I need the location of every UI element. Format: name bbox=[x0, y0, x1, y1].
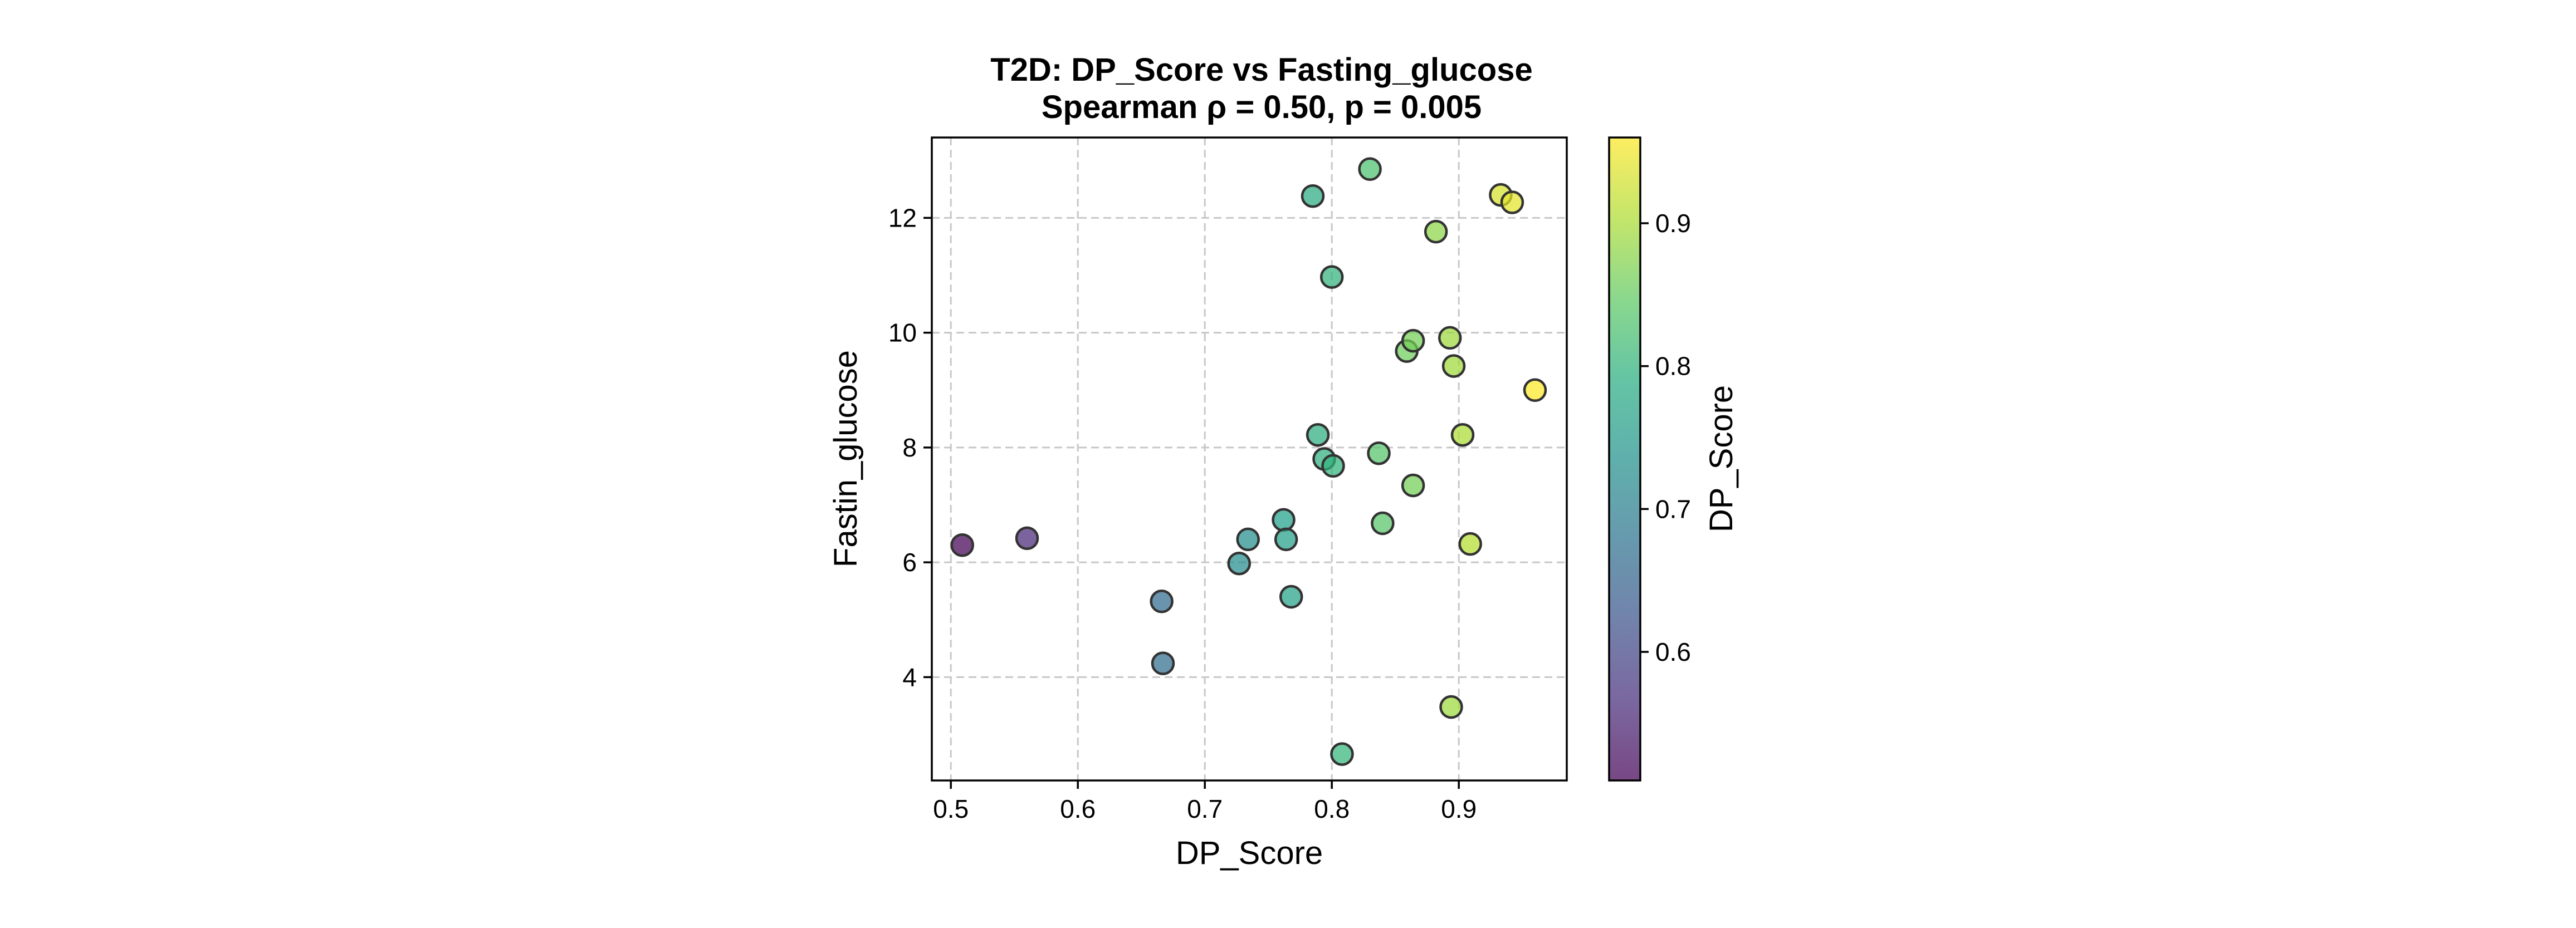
scatter-point bbox=[1272, 508, 1296, 532]
scatter-point bbox=[1358, 157, 1382, 181]
y-tick-label: 4 bbox=[902, 662, 917, 691]
scatter-point bbox=[1450, 423, 1475, 447]
scatter-point bbox=[1301, 184, 1325, 208]
x-tick-label: 0.7 bbox=[1187, 794, 1223, 823]
scatter-point bbox=[1438, 326, 1462, 350]
scatter-point bbox=[1500, 190, 1524, 214]
scatter-point bbox=[1279, 585, 1303, 609]
scatter-point bbox=[1441, 354, 1466, 378]
scatter-point bbox=[1367, 441, 1391, 465]
axis-ticks: 0.5 0.6 0.7 0.8 0.9 4 6 8 10 12 bbox=[888, 203, 1477, 823]
scatter-point bbox=[1401, 473, 1425, 498]
colorbar-label: DP_Score bbox=[1703, 385, 1739, 532]
x-tick-label: 0.6 bbox=[1060, 794, 1096, 823]
plot-area-frame bbox=[931, 136, 1568, 782]
x-tick-label: 0.8 bbox=[1314, 794, 1350, 823]
y-tick-label: 8 bbox=[902, 433, 917, 462]
y-tick-label: 6 bbox=[902, 548, 917, 577]
scatter-point bbox=[1523, 378, 1547, 402]
scatter-point bbox=[1151, 651, 1175, 675]
scatter-point bbox=[950, 533, 974, 557]
grid-lines bbox=[932, 138, 1567, 780]
scatter-point bbox=[1371, 511, 1395, 536]
scatter-point bbox=[1227, 551, 1252, 576]
colorbar-tick-label: 0.9 bbox=[1655, 209, 1691, 238]
x-tick-label: 0.5 bbox=[933, 794, 969, 823]
colorbar bbox=[1608, 136, 1641, 782]
scatter-point bbox=[1236, 527, 1260, 552]
scatter-point bbox=[1439, 695, 1463, 719]
y-tick-label: 12 bbox=[888, 203, 917, 232]
scatter-point bbox=[1306, 423, 1330, 447]
y-axis-label: Fastin_glucose bbox=[828, 350, 864, 567]
colorbar-tick-label: 0.7 bbox=[1655, 494, 1691, 523]
colorbar-tick-label: 0.6 bbox=[1655, 637, 1691, 666]
colorbar-tick-label: 0.8 bbox=[1655, 352, 1691, 381]
scatter-point bbox=[1321, 454, 1345, 478]
y-tick-label: 10 bbox=[888, 318, 917, 347]
scatter-point bbox=[1015, 526, 1039, 551]
x-tick-label: 0.9 bbox=[1441, 794, 1477, 823]
x-axis-label: DP_Score bbox=[1176, 835, 1323, 871]
scatter-point bbox=[1458, 532, 1482, 556]
scatter-point bbox=[1319, 265, 1344, 289]
scatter-point bbox=[1424, 219, 1448, 244]
data-points bbox=[950, 157, 1547, 766]
chart-title: T2D: DP_Score vs Fasting_glucose bbox=[990, 52, 1532, 88]
scatter-point bbox=[1274, 527, 1298, 552]
scatter-point bbox=[1330, 742, 1354, 766]
chart-subtitle: Spearman ρ = 0.50, p = 0.005 bbox=[1042, 89, 1482, 125]
scatter-point bbox=[1401, 328, 1425, 353]
scatter-point bbox=[1150, 590, 1174, 613]
colorbar-ticks: 0.6 0.7 0.8 0.9 bbox=[1640, 209, 1691, 666]
